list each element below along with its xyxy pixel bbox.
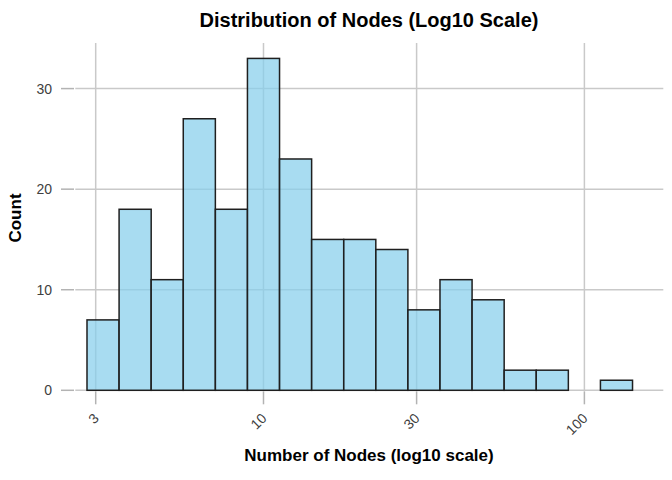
histogram-figure: 0 10 20 30 3 10 30 100 Distribution of Nodes (L… [0,0,672,480]
histogram-bar [247,58,279,390]
x-tick-label: 10 [247,410,269,432]
histogram-bar [472,300,504,391]
y-tick-label: 10 [36,282,52,298]
histogram-bar [344,239,376,390]
x-tick-label: 3 [85,410,102,427]
histogram-bar [600,380,632,390]
chart-title: Distribution of Nodes (Log10 Scale) [75,9,663,32]
x-tick-label: 100 [563,410,591,438]
y-axis-title: Count [6,163,28,273]
histogram-bar [119,209,151,390]
histogram-bar [87,320,119,390]
histogram-bar [504,370,536,390]
x-tick-label: 30 [400,410,422,432]
histogram-bar [280,159,312,390]
histogram-bar [376,250,408,391]
plot-area: 0 10 20 30 3 10 30 100 [0,0,672,480]
histogram-bar [215,209,247,390]
y-tick-label: 20 [36,181,52,197]
y-tick-label: 0 [44,382,52,398]
histogram-bar [183,119,215,391]
histogram-bar [440,280,472,391]
x-axis-title: Number of Nodes (log10 scale) [75,446,663,466]
histogram-bar [408,310,440,390]
histogram-bar [312,239,344,390]
y-tick-label: 30 [36,81,52,97]
histogram-bar [536,370,568,390]
histogram-bar [151,280,183,391]
